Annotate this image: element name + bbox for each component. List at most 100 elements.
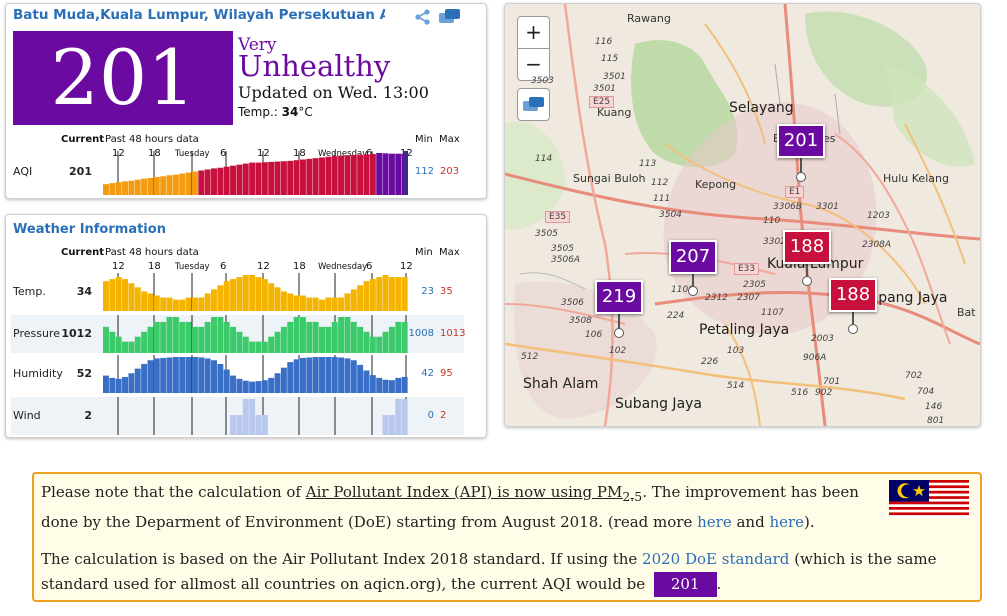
chart-bar bbox=[128, 180, 135, 195]
current-temp: Temp.: 34°C bbox=[238, 105, 313, 119]
chart-bar bbox=[134, 336, 141, 353]
chart-bar bbox=[166, 317, 173, 353]
chart-bar bbox=[242, 380, 249, 393]
share-icon[interactable] bbox=[414, 8, 432, 26]
note-end: ). bbox=[804, 512, 815, 531]
chart-bar bbox=[293, 160, 300, 195]
chart-bar bbox=[160, 176, 167, 195]
chart-bar bbox=[306, 357, 313, 393]
chart-bar bbox=[382, 275, 389, 311]
aqi-row-label: AQI bbox=[13, 165, 33, 178]
chart-bar bbox=[103, 184, 109, 195]
chart-bar bbox=[217, 363, 224, 393]
map-road-label: E1 bbox=[785, 186, 805, 198]
station-marker-dot bbox=[614, 328, 624, 338]
station-marker-pin bbox=[692, 272, 694, 290]
chart-bar bbox=[179, 299, 186, 311]
weather-row-max: 2 bbox=[440, 410, 447, 421]
chart-bar bbox=[299, 159, 306, 195]
chart-bar bbox=[363, 154, 370, 195]
station-title[interactable]: Batu Muda,Kuala Lumpur, Wilayah Persekut… bbox=[13, 7, 385, 23]
chart-bar bbox=[230, 375, 237, 393]
chart-bar bbox=[299, 317, 306, 353]
station-marker-dot bbox=[848, 324, 858, 334]
weather-row-label: Pressure bbox=[13, 327, 60, 340]
weather-card: Weather Information Current Past 48 hour… bbox=[5, 214, 487, 438]
map[interactable]: + − RawangSelayangKuangBatu CavesHulu Ke… bbox=[504, 3, 981, 427]
weather-tick-label: 12 bbox=[112, 261, 125, 272]
read-more-link-2[interactable]: here bbox=[769, 512, 805, 531]
station-marker[interactable]: 201 bbox=[777, 124, 825, 158]
chart-bar bbox=[363, 281, 370, 311]
chart-bar bbox=[128, 341, 135, 353]
chart-bar bbox=[331, 321, 338, 353]
chart-bar bbox=[217, 317, 224, 353]
aqi-history-chart[interactable] bbox=[103, 151, 408, 195]
chart-bar bbox=[122, 341, 129, 353]
map-view-icon[interactable] bbox=[438, 8, 462, 26]
chart-bar bbox=[255, 341, 262, 353]
chart-bar bbox=[287, 321, 294, 353]
map-place-label: Kuang bbox=[597, 106, 632, 119]
chart-bar bbox=[287, 160, 294, 195]
station-marker[interactable]: 188 bbox=[829, 278, 877, 312]
chart-bar bbox=[249, 381, 256, 393]
weather-history-chart[interactable] bbox=[103, 355, 408, 393]
chart-bar bbox=[249, 341, 256, 353]
chart-bar bbox=[217, 285, 224, 311]
note-end-2: . bbox=[716, 574, 722, 593]
chart-bar bbox=[191, 326, 198, 353]
chart-bar bbox=[376, 377, 383, 393]
zoom-in-button[interactable]: + bbox=[517, 16, 550, 49]
map-road-label: 906A bbox=[803, 353, 827, 363]
weather-history-chart[interactable] bbox=[103, 315, 408, 353]
station-marker[interactable]: 219 bbox=[595, 280, 643, 314]
chart-bar bbox=[363, 370, 370, 393]
map-place-label: Shah Alam bbox=[523, 376, 599, 392]
read-more-link-1[interactable]: here bbox=[697, 512, 732, 531]
map-road-label: 2308A bbox=[862, 240, 892, 250]
chart-bar bbox=[268, 377, 275, 393]
map-road-label: 3301 bbox=[816, 202, 839, 212]
map-road-label: 1107 bbox=[761, 308, 784, 318]
chart-bar bbox=[109, 377, 116, 393]
weather-row-max: 1013 bbox=[440, 328, 466, 339]
chart-bar bbox=[395, 399, 402, 435]
chart-bar bbox=[395, 321, 402, 353]
chart-bar bbox=[319, 299, 325, 311]
chart-bar bbox=[153, 358, 160, 393]
weather-tick-label: 12 bbox=[257, 261, 270, 272]
map-road-label: 3501 bbox=[593, 84, 616, 94]
weather-history-chart[interactable] bbox=[103, 397, 408, 435]
weather-tick-label: 6 bbox=[366, 261, 373, 272]
station-marker[interactable]: 207 bbox=[669, 240, 717, 274]
chart-bar bbox=[230, 326, 237, 353]
station-marker-pin bbox=[618, 312, 620, 332]
chart-bar bbox=[331, 156, 338, 195]
station-marker[interactable]: 188 bbox=[783, 230, 831, 264]
chart-bar bbox=[153, 295, 160, 311]
chart-bar bbox=[268, 161, 275, 195]
map-road-label: 116 bbox=[595, 37, 613, 47]
weather-history-chart[interactable] bbox=[103, 273, 408, 311]
chart-bar bbox=[255, 162, 262, 195]
weather-tick-label: 18 bbox=[293, 261, 306, 272]
map-road-label: 146 bbox=[925, 402, 943, 412]
chart-bar bbox=[122, 376, 129, 393]
chart-bar bbox=[357, 154, 364, 195]
aqi-level-line1: Very bbox=[238, 35, 277, 55]
doe-standard-link[interactable]: 2020 DoE standard bbox=[642, 550, 790, 568]
current-header: Current bbox=[61, 134, 105, 145]
chart-bar bbox=[172, 299, 179, 311]
note-text: Please note that the calculation of bbox=[41, 483, 306, 501]
chart-bar bbox=[395, 377, 402, 393]
layers-button[interactable] bbox=[517, 88, 550, 121]
chart-bar bbox=[172, 317, 179, 353]
zoom-out-button[interactable]: − bbox=[517, 48, 550, 81]
chart-bar bbox=[382, 379, 389, 393]
chart-bar bbox=[122, 279, 129, 311]
chart-bar bbox=[357, 364, 364, 393]
chart-bar bbox=[376, 277, 383, 311]
weather-row-min: 42 bbox=[421, 368, 434, 379]
weather-tick-label: Wednesday bbox=[318, 262, 368, 272]
